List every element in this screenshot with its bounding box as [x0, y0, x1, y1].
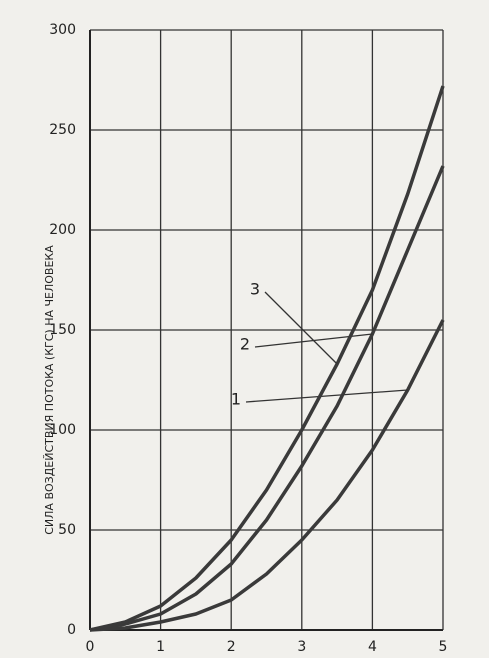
series-label: 2: [240, 335, 250, 354]
y-tick-label: 250: [49, 122, 76, 138]
series-line: [89, 85, 445, 632]
series-line: [89, 165, 445, 632]
y-tick-label: 0: [67, 622, 76, 638]
y-tick-label: 150: [49, 322, 76, 338]
y-tick-label: 300: [49, 22, 76, 38]
x-tick-label: 2: [227, 639, 236, 655]
series-label: 3: [250, 280, 260, 299]
x-tick-label: 0: [86, 639, 95, 655]
y-tick-label: 50: [58, 522, 76, 538]
y-axis-label: СИЛА ВОЗДЕЙСТВИЯ ПОТОКА (КГС) НА ЧЕЛОВЕК…: [43, 245, 56, 535]
x-tick-label: 5: [439, 639, 448, 655]
series-line: [89, 319, 445, 632]
x-tick-label: 3: [297, 639, 306, 655]
leader-line: [245, 389, 408, 403]
y-tick-label: 100: [49, 422, 76, 438]
x-tick-label: 4: [368, 639, 377, 655]
series-label: 1: [231, 390, 241, 409]
x-tick-label: 1: [156, 639, 165, 655]
y-tick-label: 200: [49, 222, 76, 238]
leader-line: [264, 291, 338, 365]
